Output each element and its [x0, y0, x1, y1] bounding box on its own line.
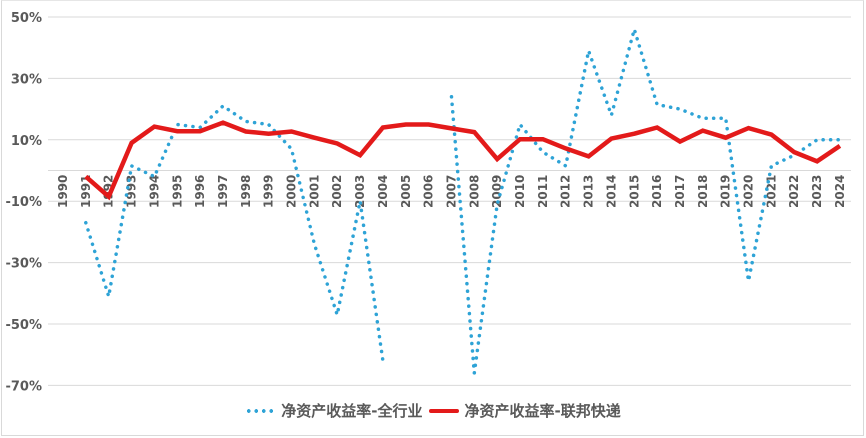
legend-item-industry: 净资产收益率-全行业 — [245, 400, 423, 421]
x-tick-label: 2021 — [764, 175, 778, 208]
x-tick-label: 1999 — [262, 175, 276, 208]
solid-line-swatch-icon — [428, 408, 459, 413]
y-tick-label: 30% — [11, 72, 42, 87]
x-tick-label: 2003 — [353, 175, 367, 208]
x-tick-label: 2014 — [604, 175, 618, 208]
series-line-fedex — [84, 120, 842, 201]
legend-label-fedex: 净资产收益率-联邦快递 — [464, 402, 621, 420]
gridlines — [48, 16, 851, 386]
series-layer — [84, 22, 842, 374]
y-tick-label: 50% — [11, 11, 42, 26]
x-tick-label: 2007 — [444, 175, 458, 208]
x-tick-label: 2001 — [307, 175, 321, 208]
y-tick-label: -70% — [5, 379, 42, 394]
x-tick-label: 2000 — [285, 175, 299, 208]
x-tick-label: 2016 — [650, 175, 664, 208]
x-tick-label: 2018 — [696, 175, 710, 208]
x-tick-label: 2005 — [399, 175, 413, 208]
x-tick-label: 2015 — [627, 175, 641, 208]
x-tick-label: 2011 — [536, 175, 550, 208]
x-tick-label: 1996 — [193, 175, 207, 208]
legend-label-industry: 净资产收益率-全行业 — [281, 402, 423, 420]
series-line-industry — [449, 22, 842, 374]
x-tick-label: 2020 — [742, 175, 756, 208]
x-tick-label: 1998 — [239, 175, 253, 208]
y-tick-label: -10% — [5, 195, 42, 210]
y-tick-label: -30% — [5, 257, 42, 272]
y-tick-label: 10% — [11, 134, 42, 149]
x-tick-label: 2004 — [376, 175, 390, 208]
x-tick-label: 2022 — [787, 175, 801, 208]
y-tick-label: -50% — [5, 318, 42, 333]
x-tick-label: 2006 — [422, 175, 436, 208]
x-tick-label: 1995 — [170, 175, 184, 208]
x-tick-label: 2008 — [467, 175, 481, 208]
x-tick-label: 1990 — [56, 175, 70, 208]
x-tick-label: 2012 — [559, 175, 573, 208]
y-axis-labels: 50% 30% 10% -10% -30% -50% -70% — [5, 11, 42, 394]
x-tick-label: 2009 — [490, 175, 504, 208]
x-tick-label: 1994 — [147, 175, 161, 208]
x-axis-labels: 1990 1991 1992 1993 1994 1995 1996 1997 1998 1999… — [56, 175, 847, 208]
x-tick-label: 2024 — [833, 175, 847, 208]
legend: 净资产收益率-全行业 净资产收益率-联邦快递 — [0, 400, 866, 421]
x-tick-label: 2010 — [513, 175, 527, 208]
dotted-line-swatch-icon — [245, 408, 276, 413]
x-tick-label: 1993 — [125, 175, 139, 208]
x-tick-label: 1991 — [79, 175, 93, 208]
x-tick-label: 2013 — [582, 175, 596, 208]
x-tick-label: 1997 — [216, 175, 230, 208]
x-tick-label: 2017 — [673, 175, 687, 208]
x-tick-label: 2019 — [719, 175, 733, 208]
x-tick-label: 2002 — [330, 175, 344, 208]
series-line-industry — [84, 103, 385, 363]
legend-item-fedex: 净资产收益率-联邦快递 — [428, 400, 621, 421]
x-tick-label: 2023 — [810, 175, 824, 208]
